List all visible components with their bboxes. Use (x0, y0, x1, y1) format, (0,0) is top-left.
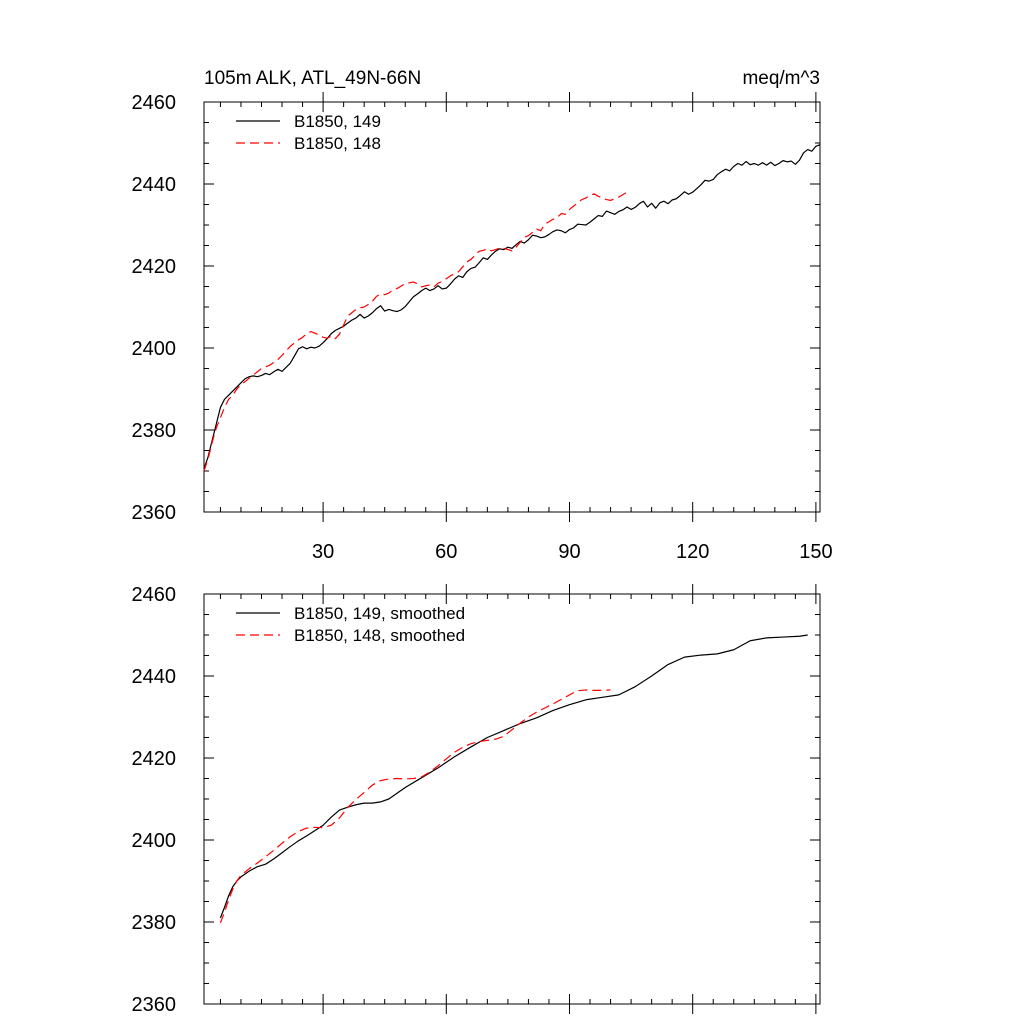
bottom-tick-labels: 2360 2380 2400 2420 2440 2460 (132, 584, 177, 1016)
bottom-legend-label-2: B1850, 148, smoothed (294, 626, 465, 645)
top-x-tick-label: 150 (799, 541, 832, 563)
bottom-y-tick-label: 2400 (132, 830, 177, 852)
top-plot-frame (203, 101, 821, 513)
top-series-line-2 (203, 191, 628, 472)
top-y-tick-label: 2360 (132, 502, 177, 524)
top-y-tick-label: 2380 (132, 420, 177, 442)
bottom-legend: B1850, 149, smoothed B1850, 148, smoothed (236, 604, 465, 645)
bottom-y-tick-label: 2440 (132, 666, 177, 688)
bottom-plot-frame (203, 593, 821, 1005)
top-series-line-1 (203, 144, 821, 470)
top-legend-label-2: B1850, 148 (294, 134, 381, 153)
bottom-series (219, 634, 808, 924)
bottom-ticks (204, 584, 820, 1014)
chart-title: 105m ALK, ATL_49N-66N (204, 68, 421, 89)
top-y-tick-label: 2440 (132, 174, 177, 196)
bottom-legend-label-1: B1850, 149, smoothed (294, 604, 465, 623)
top-x-tick-label: 120 (676, 541, 709, 563)
bottom-y-tick-label: 2420 (132, 748, 177, 770)
bottom-y-tick-label: 2460 (132, 584, 177, 606)
top-x-tick-label: 30 (312, 541, 334, 563)
top-y-tick-label: 2400 (132, 338, 177, 360)
top-legend-label-1: B1850, 149 (294, 112, 381, 131)
top-series (203, 144, 821, 472)
bottom-y-tick-label: 2360 (132, 994, 177, 1016)
units-label: meq/m^3 (742, 68, 820, 89)
top-x-tick-label: 60 (435, 541, 457, 563)
bottom-panel: 2360 2380 2400 2420 2440 2460 B1850, 149, smo… (132, 584, 821, 1016)
bottom-y-tick-label: 2380 (132, 912, 177, 934)
top-panel: 2360 2380 2400 2420 2440 2460 30 60 90 120 150 B18… (132, 92, 833, 563)
top-y-tick-label: 2460 (132, 92, 177, 114)
top-y-tick-label: 2420 (132, 256, 177, 278)
top-x-tick-label: 90 (558, 541, 580, 563)
top-legend: B1850, 149 B1850, 148 (236, 112, 381, 153)
bottom-series-line-1 (219, 634, 808, 919)
top-ticks (204, 92, 820, 522)
bottom-series-line-2 (219, 689, 611, 924)
top-tick-labels: 2360 2380 2400 2420 2440 2460 30 60 90 120 150 (132, 92, 833, 563)
